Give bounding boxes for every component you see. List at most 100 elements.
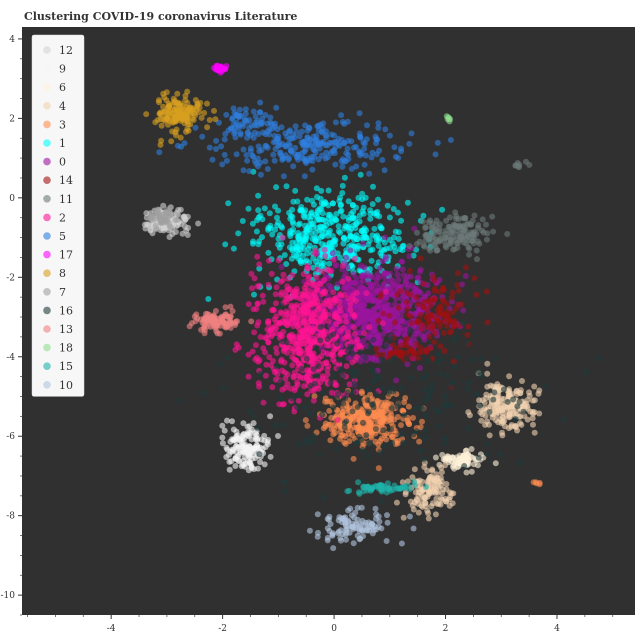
legend-label-13: 13 [59, 323, 73, 336]
point-9 [255, 465, 261, 472]
point-1 [340, 213, 347, 220]
point-10 [343, 529, 350, 536]
point-1 [261, 205, 268, 212]
point-3 [383, 436, 390, 443]
point-14 [402, 341, 409, 348]
point-5 [391, 144, 398, 151]
point-2 [251, 275, 258, 282]
point-1 [304, 196, 311, 203]
point-14 [437, 343, 444, 350]
point-14 [417, 344, 424, 351]
point-5 [273, 104, 280, 111]
point-4 [425, 515, 432, 522]
point-3 [302, 417, 309, 424]
point-16 [582, 368, 589, 375]
point-11 [468, 221, 475, 228]
point-0 [334, 281, 341, 287]
point-3 [372, 438, 379, 445]
point-14 [430, 321, 437, 328]
point-2 [330, 348, 337, 355]
point-14 [436, 323, 443, 330]
point-1 [386, 214, 393, 221]
point-2 [260, 345, 267, 352]
point-3 [382, 402, 389, 409]
point-5 [236, 106, 243, 113]
point-16 [428, 386, 435, 393]
point-16 [334, 446, 340, 452]
point-2 [304, 344, 311, 351]
point-4 [499, 432, 506, 439]
point-16 [363, 432, 370, 439]
point-14 [373, 346, 380, 352]
point-16 [319, 411, 326, 418]
point-8 [198, 114, 205, 121]
point-8 [168, 138, 175, 145]
point-1 [375, 196, 381, 203]
point-0 [449, 298, 455, 305]
point-2 [331, 311, 338, 318]
point-4 [530, 421, 536, 428]
point-16 [380, 427, 387, 434]
point-16 [504, 398, 511, 405]
point-5 [348, 138, 355, 145]
point-5 [286, 135, 293, 142]
point-2 [351, 313, 358, 320]
point-16 [256, 451, 263, 458]
point-1 [302, 207, 309, 214]
point-16 [320, 494, 327, 501]
point-10 [373, 515, 379, 522]
legend-label-17: 17 [59, 249, 73, 262]
point-5 [234, 113, 241, 120]
point-10 [314, 511, 321, 518]
point-6 [468, 446, 475, 452]
point-5 [306, 124, 312, 131]
point-0 [394, 271, 401, 278]
point-2 [311, 290, 318, 297]
point-2 [290, 323, 297, 330]
point-8 [166, 102, 173, 109]
point-4 [486, 432, 493, 439]
point-5 [262, 158, 269, 165]
point-16 [517, 459, 524, 466]
point-16 [486, 409, 493, 415]
point-1 [298, 203, 305, 210]
point-9 [254, 435, 261, 442]
legend-marker-5 [43, 232, 51, 240]
point-5 [231, 124, 238, 131]
legend-label-5: 5 [59, 230, 66, 243]
point-12 [179, 230, 186, 237]
point-7 [175, 211, 182, 218]
point-3 [322, 398, 329, 405]
legend-marker-15 [43, 362, 51, 371]
point-16 [475, 454, 482, 461]
point-5 [295, 151, 301, 158]
point-3 [330, 431, 337, 438]
point-5 [231, 130, 238, 137]
point-14 [419, 321, 426, 328]
y-tick-label: -4 [6, 353, 15, 363]
point-0 [385, 301, 392, 308]
point-8 [204, 124, 211, 131]
point-16 [484, 451, 491, 457]
point-2 [302, 288, 309, 295]
point-0 [333, 262, 340, 269]
point-2 [254, 283, 261, 290]
point-5 [339, 118, 346, 125]
point-5 [324, 154, 331, 161]
point-1 [336, 198, 343, 204]
point-3 [368, 434, 375, 441]
point-5 [368, 154, 375, 161]
point-10 [362, 519, 369, 526]
point-5 [292, 123, 299, 130]
point-2 [347, 301, 354, 308]
point-5 [282, 130, 289, 137]
point-3 [311, 393, 318, 400]
point-0 [460, 307, 467, 314]
series-2 [232, 234, 389, 423]
point-1 [222, 241, 229, 248]
point-16 [514, 403, 521, 410]
point-8 [155, 97, 162, 104]
point-0 [385, 327, 392, 334]
point-5 [271, 157, 278, 164]
point-2 [293, 357, 299, 364]
